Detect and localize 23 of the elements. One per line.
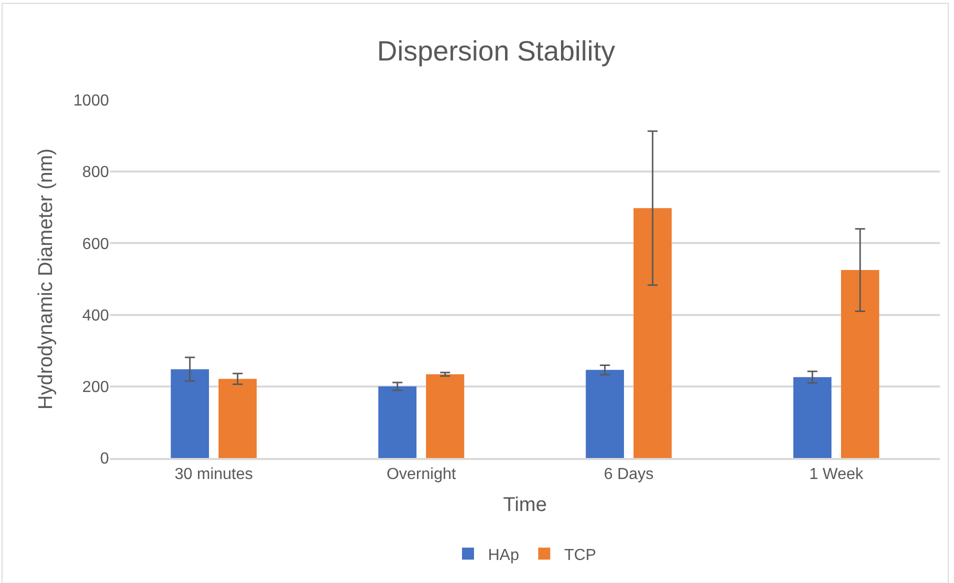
bar — [841, 270, 880, 458]
y-tick-label: 400 — [82, 307, 110, 324]
x-tick-label: Overnight — [386, 466, 456, 484]
x-axis-title: Time — [503, 494, 547, 516]
x-tick-label: 1 Week — [809, 466, 864, 484]
legend-label: HAp — [488, 546, 520, 564]
y-tick-label: 200 — [82, 379, 110, 396]
y-tick-label: 600 — [82, 236, 110, 253]
bar — [378, 386, 416, 458]
y-tick-label: 1000 — [73, 92, 110, 110]
bar — [586, 370, 624, 458]
bar — [426, 374, 464, 458]
bar — [634, 208, 672, 458]
x-tick-label: 30 minutes — [174, 466, 253, 484]
x-tick-label: 6 Days — [604, 466, 654, 484]
y-tick-label: 800 — [82, 164, 110, 182]
y-tick-label: 0 — [100, 450, 110, 468]
legend-label: TCP — [564, 546, 596, 564]
y-axis-title: Hydrodynamic Diameter (nm) — [34, 148, 57, 410]
bar — [218, 378, 257, 458]
chart-title: Dispersion Stability — [377, 35, 616, 66]
bar — [170, 369, 209, 458]
bar — [793, 377, 832, 458]
